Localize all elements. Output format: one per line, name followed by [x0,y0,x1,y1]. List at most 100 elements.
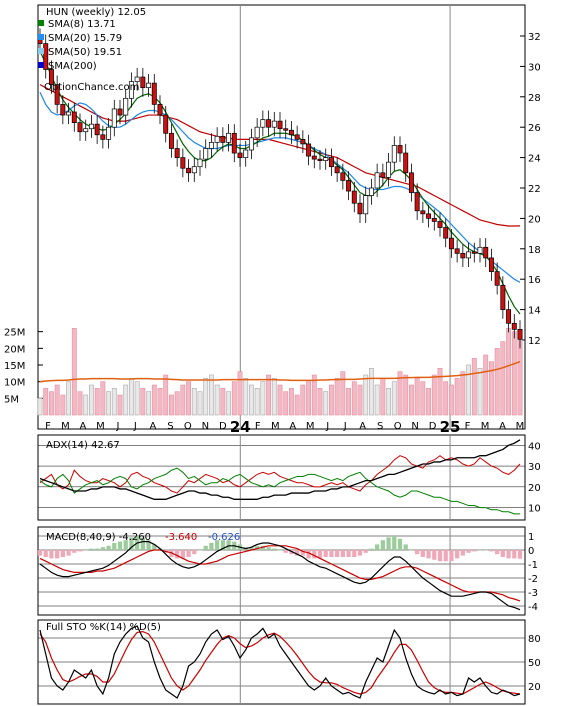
volume-bar [146,391,151,416]
candle-body [60,104,66,116]
macd-line [39,540,521,611]
volume-bar [511,331,517,416]
candle-body [454,248,460,254]
volume-bar [460,371,466,416]
candle-body [431,218,437,222]
month-label: D [219,421,227,432]
month-label: A [149,421,156,432]
volume-bar [506,328,511,416]
volume-bar [89,384,94,416]
month-label: F [465,421,471,432]
plus-di-line [39,455,521,494]
legend-swatch [38,34,44,40]
legend-swatch [38,62,44,68]
price-axis: 32 30 28 26 24 22 20 18 16 14 12 [520,32,541,347]
month-label: M [306,421,315,432]
legend-entry: SMA(20) 15.79 [48,33,122,44]
macd-hist-bar [483,550,488,551]
volume-bar [231,381,237,416]
candle-body [311,155,317,160]
candle-body [123,97,129,116]
volume-bar [311,374,317,416]
legend-swatch [38,48,44,54]
volume-bar [277,384,283,416]
x-axis-labels: F M A M J J A S O N D 24 F M A M J J A S O N D 25 F M A M [45,418,524,436]
macd-hist-bar [403,544,408,550]
panel-tick-label: 80 [528,634,541,645]
macd-hist-bar [506,550,511,559]
volume-bar [329,384,334,416]
candle-body [197,158,203,168]
panel-tick-label: -2 [528,574,538,585]
macd-hist-bar [186,550,191,557]
volume-bar [37,398,43,416]
candle-body [277,120,283,130]
macd-hist-bar [283,550,288,553]
macd-label: MACD(8,40,9) -4.260 [46,532,151,543]
candle-body [146,82,152,89]
volume-bar [426,388,431,416]
macd-hist-bar [37,550,43,556]
candle-body [357,202,363,215]
panel-tick-label: 20 [528,682,541,693]
macd-hist-bar [55,550,60,559]
macd-hist-bar [260,545,265,550]
macd-hist-bar [346,550,351,557]
candle-body [186,167,192,174]
macd-hist-bar [117,541,123,550]
candle-body [168,132,174,149]
macd-hist-bar [43,550,48,557]
macd-hist-bar [220,540,225,550]
volume-bar [489,361,494,416]
macd-hist-bar [272,548,277,550]
month-label: A [359,421,366,432]
legend-entry: SMA(200) [48,61,97,72]
volume-bar [409,384,414,416]
macd-histogram [37,536,523,562]
year-label: 25 [440,418,461,436]
volume-tick-label: 10M [4,378,25,389]
candle-body [54,84,60,105]
volume-axis: 25M 20M 15M 10M 5M [4,328,43,405]
volume-bar [106,391,111,416]
volume-bar [169,394,174,416]
month-label: N [411,421,418,432]
volume-bar [363,374,369,416]
month-label: A [499,421,506,432]
candle-body [163,114,169,134]
macd-hist-bar [437,550,443,562]
price-plot-frame [37,4,526,430]
watermark: OptionChance.com [44,82,139,93]
volume-bar [266,374,271,416]
macd-hist-bar [460,550,465,556]
volume-tick-label: 5M [4,394,19,405]
panel-tick-label: -4 [528,602,538,613]
month-label: N [202,421,209,432]
macd-hist-bar [312,550,317,559]
volume-bar [123,384,129,416]
price-tick-label: 22 [528,184,541,195]
macd-hist-bar [83,550,88,551]
macd-hist-bar [443,550,448,562]
price-tick-label: 16 [528,275,541,286]
volume-bar [306,381,311,416]
price-tick-label: 18 [528,245,541,256]
candle-body [283,128,289,131]
volume-bar [351,381,357,416]
month-label: F [255,421,261,432]
candle-body [174,148,180,158]
month-label: F [45,421,51,432]
candle-body [317,158,323,161]
panel-tick-label: 20 [528,483,541,494]
macd-hist-bar [60,550,65,557]
candle-body [460,253,466,259]
volume-bar [431,374,437,416]
candle-body [134,76,140,82]
volume-bar [403,374,409,416]
panel-tick-label: 0 [528,546,534,557]
volume-bar [494,348,500,416]
macd-hist-bar [489,550,494,552]
volume-bar [437,368,443,416]
candle-body [477,246,483,254]
macd-hist-bar [369,548,374,550]
